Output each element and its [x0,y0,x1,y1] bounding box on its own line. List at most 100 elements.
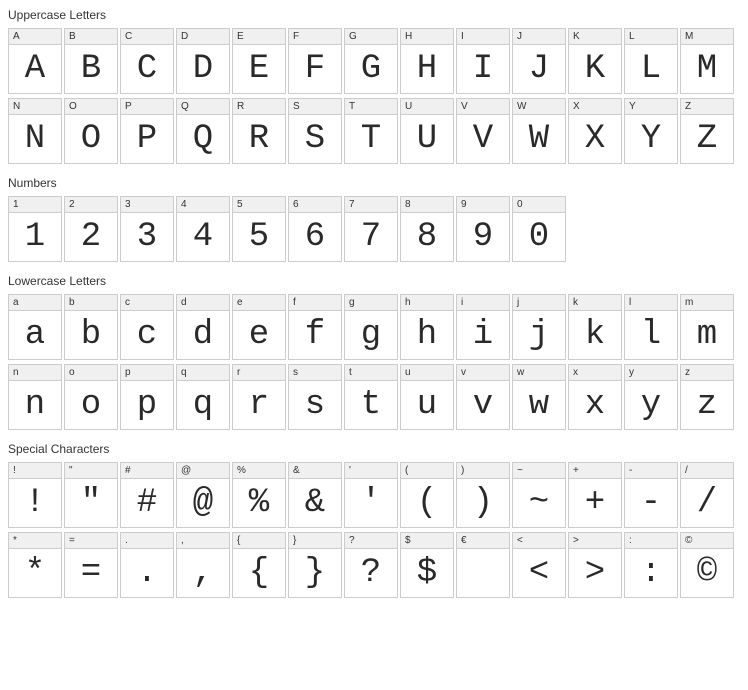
glyph-display: S [289,115,341,163]
glyph-cell: {{ [232,532,286,598]
glyph-label: U [401,99,453,115]
glyph-cell: >> [568,532,622,598]
glyph-label: 6 [289,197,341,213]
glyph-label: - [625,463,677,479]
glyph-label: 9 [457,197,509,213]
glyph-label: ! [9,463,61,479]
glyph-cell: ** [8,532,62,598]
glyph-display: ~ [513,479,565,527]
glyph-cell: hh [400,294,454,360]
glyph-display: n [9,381,61,429]
glyph-label: h [401,295,453,311]
glyph-cell: ff [288,294,342,360]
glyph-cell: YY [624,98,678,164]
glyph-cell: '' [344,462,398,528]
glyph-display: v [457,381,509,429]
glyph-cell: ii [456,294,510,360]
glyph-label: X [569,99,621,115]
glyph-display: u [401,381,453,429]
glyph-display: Y [625,115,677,163]
section-numbers: Numbers11223344556677889900 [8,176,740,262]
glyph-label: / [681,463,733,479]
section-title: Special Characters [8,442,740,456]
font-character-map: Uppercase LettersAABBCCDDEEFFGGHHIIJJKKL… [8,8,740,598]
glyph-label: I [457,29,509,45]
glyph-label: " [65,463,117,479]
glyph-label: N [9,99,61,115]
glyph-label: D [177,29,229,45]
glyph-display: } [289,549,341,597]
glyph-row: **==..,,{{}}??$$€<<>>::©© [8,532,740,598]
glyph-display: & [289,479,341,527]
glyph-cell: nn [8,364,62,430]
glyph-label: € [457,533,509,549]
glyph-cell: oo [64,364,118,430]
glyph-display: b [65,311,117,359]
glyph-label: 8 [401,197,453,213]
glyph-cell: kk [568,294,622,360]
glyph-cell: .. [120,532,174,598]
glyph-label: E [233,29,285,45]
glyph-cell: FF [288,28,342,94]
glyph-cell: ## [120,462,174,528]
glyph-label: # [121,463,173,479]
glyph-label: e [233,295,285,311]
glyph-display: 0 [513,213,565,261]
glyph-cell: rr [232,364,286,430]
glyph-display: f [289,311,341,359]
glyph-display: I [457,45,509,93]
glyph-cell: "" [64,462,118,528]
glyph-label: & [289,463,341,479]
glyph-label: 1 [9,197,61,213]
glyph-cell: $$ [400,532,454,598]
glyph-label: L [625,29,677,45]
glyph-display: 8 [401,213,453,261]
glyph-cell: && [288,462,342,528]
glyph-label: y [625,365,677,381]
glyph-display: t [345,381,397,429]
glyph-cell: 44 [176,196,230,262]
glyph-display: k [569,311,621,359]
glyph-display: 5 [233,213,285,261]
glyph-row: !!""##@@%%&&''(())~~++--// [8,462,740,528]
glyph-cell: 22 [64,196,118,262]
glyph-cell: aa [8,294,62,360]
glyph-cell: gg [344,294,398,360]
glyph-display: < [513,549,565,597]
glyph-display: 1 [9,213,61,261]
glyph-row: AABBCCDDEEFFGGHHIIJJKKLLMM [8,28,740,94]
glyph-label: W [513,99,565,115]
glyph-cell: cc [120,294,174,360]
glyph-label: @ [177,463,229,479]
glyph-display: ) [457,479,509,527]
glyph-cell: MM [680,28,734,94]
glyph-label: $ [401,533,453,549]
glyph-display: - [625,479,677,527]
glyph-cell: @@ [176,462,230,528]
glyph-label: 3 [121,197,173,213]
glyph-cell: ~~ [512,462,566,528]
glyph-display: 6 [289,213,341,261]
section-special-characters: Special Characters !!""##@@%%&&''(())~~++… [8,442,740,598]
glyph-display: / [681,479,733,527]
glyph-cell: II [456,28,510,94]
glyph-display: K [569,45,621,93]
glyph-display: W [513,115,565,163]
glyph-cell: OO [64,98,118,164]
glyph-label: 4 [177,197,229,213]
glyph-label: H [401,29,453,45]
glyph-display: d [177,311,229,359]
glyph-display: © [681,549,733,597]
glyph-display: . [121,549,173,597]
glyph-label: ) [457,463,509,479]
glyph-cell: RR [232,98,286,164]
glyph-label: d [177,295,229,311]
glyph-label: ? [345,533,397,549]
glyph-label: ' [345,463,397,479]
glyph-display: q [177,381,229,429]
glyph-display: , [177,549,229,597]
glyph-cell: HH [400,28,454,94]
glyph-cell: ?? [344,532,398,598]
glyph-label: i [457,295,509,311]
glyph-cell: AA [8,28,62,94]
